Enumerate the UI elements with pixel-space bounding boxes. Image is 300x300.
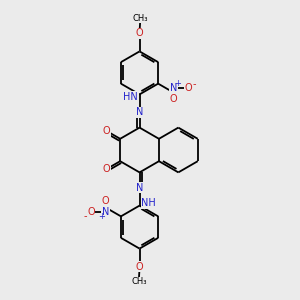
Text: +: +	[98, 212, 105, 221]
Text: NH: NH	[141, 199, 156, 208]
Text: O: O	[87, 208, 95, 218]
Text: +: +	[174, 79, 181, 88]
Text: N: N	[136, 107, 143, 117]
Text: O: O	[136, 28, 143, 38]
Text: -: -	[192, 79, 196, 89]
Text: CH₃: CH₃	[132, 14, 148, 23]
Text: -: -	[83, 211, 87, 221]
Text: CH₃: CH₃	[131, 277, 147, 286]
Text: N: N	[170, 82, 177, 92]
Text: N: N	[102, 208, 109, 218]
Text: O: O	[103, 164, 110, 174]
Text: O: O	[103, 126, 110, 136]
Text: O: O	[170, 94, 177, 104]
Text: O: O	[102, 196, 110, 206]
Text: N: N	[136, 183, 143, 193]
Text: O: O	[184, 82, 192, 92]
Text: O: O	[136, 262, 143, 272]
Text: HN: HN	[123, 92, 138, 101]
